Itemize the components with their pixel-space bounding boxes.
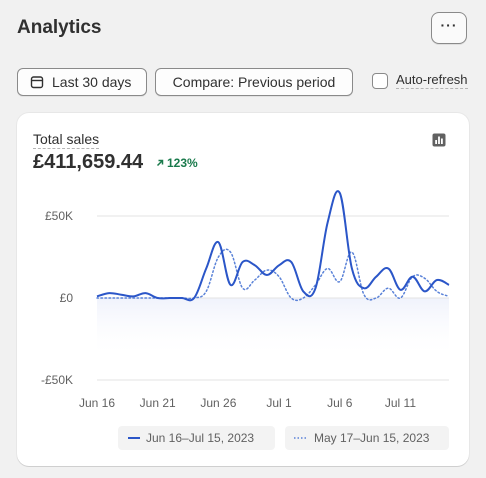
x-tick-label: Jul 6 [327,396,353,410]
legend-current-label: Jun 16–Jul 15, 2023 [146,431,255,445]
x-tick-label: Jul 11 [385,396,416,410]
auto-refresh-checkbox[interactable] [372,72,388,89]
legend-previous-label: May 17–Jun 15, 2023 [314,431,430,445]
x-tick-label: Jul 1 [266,396,292,410]
bar-chart-icon[interactable] [431,132,447,148]
x-tick-label: Jun 26 [200,396,236,410]
compare-button[interactable]: Compare: Previous period [155,68,353,96]
dotted-line-swatch [294,437,308,439]
calendar-icon [30,76,44,89]
arrow-up-right-icon [156,159,164,167]
series-line-current[interactable] [96,190,450,302]
more-actions-button[interactable]: ··· [431,12,467,44]
y-tick-label: £0 [60,291,74,305]
metric-change-badge: 123% [156,156,198,170]
y-tick-label: £50K [45,209,73,223]
metric-label[interactable]: Total sales [33,131,100,149]
metric-change-value: 123% [167,156,198,170]
date-range-button[interactable]: Last 30 days [17,68,147,96]
ellipsis-icon: ··· [440,17,458,33]
date-range-label: Last 30 days [52,74,132,90]
auto-refresh-label: Auto-refresh [396,72,468,89]
x-tick-label: Jun 16 [79,396,115,410]
y-tick-label: -£50K [41,373,73,387]
metric-value: £411,659.44 [33,151,144,173]
zero-area-shade [97,298,449,358]
sales-line-chart: £50K £0 -£50K Jun 16 Jun 21 Jun 26 Jul 1 Jul 6 J… [41,190,450,410]
legend-item-current[interactable]: Jun 16–Jul 15, 2023 [118,426,275,450]
solid-line-swatch [128,437,140,439]
series-line-previous[interactable] [96,248,450,302]
auto-refresh-toggle[interactable]: Auto-refresh [372,72,468,89]
x-tick-label: Jun 21 [140,396,176,410]
compare-label: Compare: Previous period [172,74,336,90]
page-title: Analytics [17,17,102,38]
total-sales-card: Total sales £411,659.44 123% £50K £0 -£50K… [17,113,469,466]
legend-item-previous[interactable]: May 17–Jun 15, 2023 [285,426,449,450]
